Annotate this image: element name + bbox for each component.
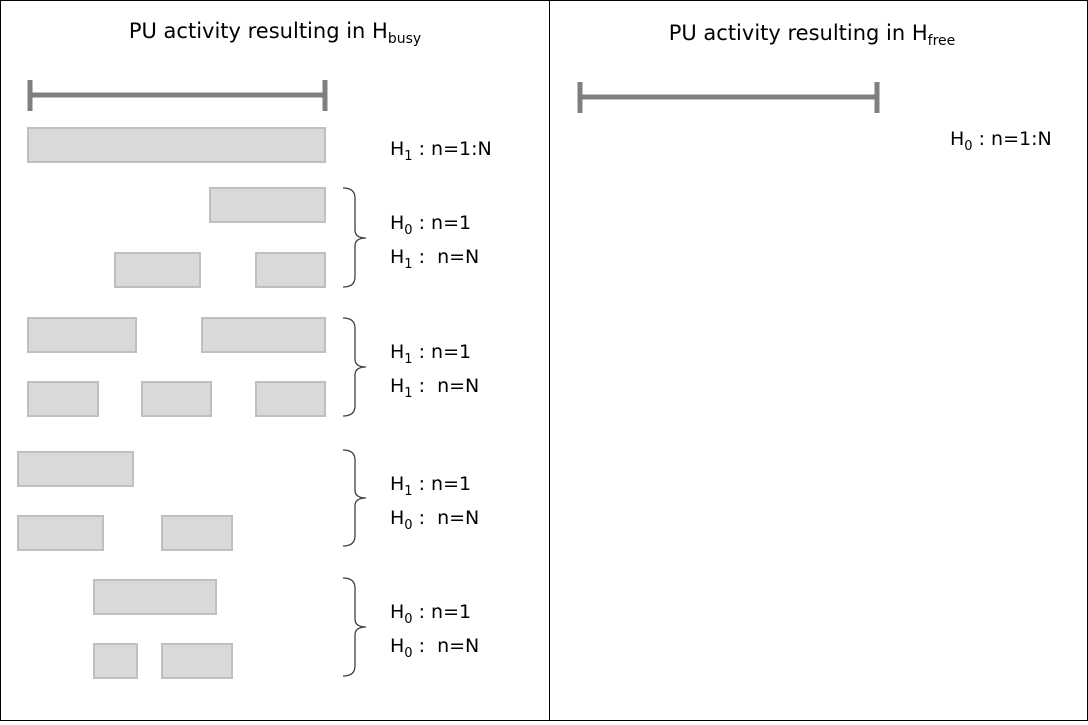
activity-box bbox=[27, 381, 99, 417]
activity-boxes bbox=[17, 127, 326, 679]
activity-box bbox=[17, 451, 134, 487]
brace bbox=[342, 449, 367, 547]
title-text: PU activity resulting in H bbox=[129, 19, 388, 43]
hypothesis-subscript: 0 bbox=[404, 518, 412, 533]
activity-box bbox=[255, 252, 326, 288]
hypothesis-symbol: H bbox=[390, 375, 404, 397]
hypothesis-label: H1 : n=1 bbox=[390, 341, 471, 367]
activity-box bbox=[27, 317, 137, 353]
scale-bars bbox=[27, 80, 880, 113]
activity-box bbox=[255, 381, 326, 417]
hypothesis-condition: : n=1 bbox=[413, 601, 472, 623]
hypothesis-subscript: 0 bbox=[964, 139, 972, 154]
brace bbox=[342, 577, 367, 677]
activity-box bbox=[114, 252, 201, 288]
hypothesis-condition: : n=1:N bbox=[413, 138, 492, 160]
hypothesis-subscript: 0 bbox=[404, 612, 412, 627]
activity-box bbox=[209, 187, 326, 223]
activity-box bbox=[93, 579, 217, 615]
hypothesis-condition: : n=N bbox=[413, 246, 480, 268]
hypothesis-label: H0 : n=N bbox=[390, 507, 479, 533]
activity-box bbox=[17, 515, 104, 551]
hypothesis-label: H1 : n=N bbox=[390, 246, 479, 272]
braces bbox=[342, 187, 367, 677]
hypothesis-subscript: 1 bbox=[404, 352, 412, 367]
brace bbox=[342, 187, 367, 288]
hypothesis-condition: : n=1 bbox=[413, 341, 472, 363]
hypothesis-subscript: 1 bbox=[404, 386, 412, 401]
hypothesis-label: H1 : n=1:N bbox=[390, 138, 492, 164]
hypothesis-condition: : n=N bbox=[413, 507, 480, 529]
hypothesis-condition: : n=1 bbox=[413, 473, 472, 495]
hypothesis-condition: : n=1:N bbox=[973, 128, 1052, 150]
activity-box bbox=[93, 643, 138, 679]
hypothesis-symbol: H bbox=[950, 128, 964, 150]
hypothesis-subscript: 0 bbox=[404, 646, 412, 661]
brace bbox=[342, 317, 367, 417]
activity-box bbox=[161, 515, 233, 551]
title-subscript: free bbox=[928, 33, 956, 49]
hypothesis-symbol: H bbox=[390, 212, 404, 234]
panel-title: PU activity resulting in Hfree bbox=[669, 21, 956, 49]
activity-box bbox=[141, 381, 212, 417]
hypothesis-subscript: 1 bbox=[404, 257, 412, 272]
hypothesis-condition: : n=1 bbox=[413, 212, 472, 234]
hypothesis-label: H1 : n=N bbox=[390, 375, 479, 401]
hypothesis-label: H0 : n=1:N bbox=[950, 128, 1052, 154]
hypothesis-subscript: 1 bbox=[404, 484, 412, 499]
activity-box bbox=[27, 127, 326, 163]
title-subscript: busy bbox=[388, 31, 421, 47]
scale-bar bbox=[27, 80, 328, 111]
hypothesis-label: H1 : n=1 bbox=[390, 473, 471, 499]
hypothesis-symbol: H bbox=[390, 601, 404, 623]
hypothesis-condition: : n=N bbox=[413, 375, 480, 397]
hypothesis-subscript: 0 bbox=[404, 223, 412, 238]
hypothesis-symbol: H bbox=[390, 507, 404, 529]
hypothesis-label: H0 : n=1 bbox=[390, 212, 471, 238]
hypothesis-symbol: H bbox=[390, 473, 404, 495]
hypothesis-label: H0 : n=1 bbox=[390, 601, 471, 627]
activity-box bbox=[201, 317, 326, 353]
title-text: PU activity resulting in H bbox=[669, 21, 928, 45]
hypothesis-condition: : n=N bbox=[413, 635, 480, 657]
hypothesis-subscript: 1 bbox=[404, 149, 412, 164]
hypothesis-symbol: H bbox=[390, 341, 404, 363]
panel-title: PU activity resulting in Hbusy bbox=[129, 19, 421, 47]
activity-box bbox=[161, 643, 233, 679]
hypothesis-symbol: H bbox=[390, 138, 404, 160]
scale-bar bbox=[577, 82, 880, 113]
hypothesis-symbol: H bbox=[390, 246, 404, 268]
hypothesis-symbol: H bbox=[390, 635, 404, 657]
hypothesis-label: H0 : n=N bbox=[390, 635, 479, 661]
